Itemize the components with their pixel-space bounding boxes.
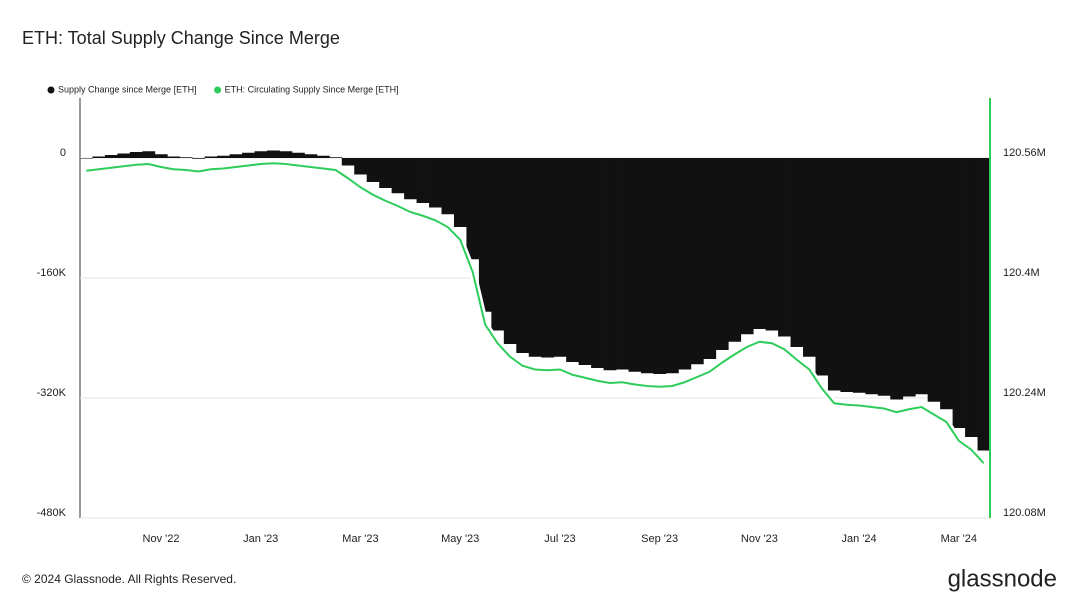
bar <box>703 158 717 359</box>
bar <box>254 151 268 158</box>
bar <box>316 155 330 158</box>
bar <box>578 158 592 365</box>
bar <box>491 158 505 331</box>
bar <box>92 156 106 158</box>
bar <box>678 158 692 370</box>
bar <box>790 158 804 347</box>
bar <box>877 158 891 396</box>
bar <box>815 158 829 376</box>
legend-dot <box>214 86 222 94</box>
bar <box>753 158 767 329</box>
x-tick-label: May '23 <box>441 533 479 545</box>
y2-tick-label: 120.56M <box>1003 147 1046 159</box>
bar <box>453 158 467 227</box>
bar <box>628 158 642 372</box>
y-tick-label: -160K <box>37 267 67 279</box>
x-tick-label: Sep '23 <box>641 533 678 545</box>
bar <box>329 157 343 158</box>
bar <box>728 158 742 342</box>
bar <box>391 158 405 194</box>
bar <box>852 158 866 393</box>
legend-dot <box>47 86 55 94</box>
bar <box>354 158 368 175</box>
bar <box>142 151 156 158</box>
bar <box>291 152 305 158</box>
x-tick-label: Nov '23 <box>741 533 778 545</box>
bar <box>566 158 580 362</box>
bar <box>890 158 904 400</box>
bar <box>266 150 280 158</box>
x-tick-label: Jan '24 <box>842 533 877 545</box>
y2-tick-label: 120.08M <box>1003 507 1046 519</box>
bar <box>129 152 143 158</box>
bar <box>803 158 816 357</box>
bar <box>616 158 629 370</box>
bar <box>192 158 206 159</box>
bar <box>740 158 754 335</box>
bar <box>242 152 255 158</box>
bar <box>167 156 181 158</box>
bar <box>603 158 617 371</box>
footer: © 2024 Glassnode. All Rights Reserved. <box>22 572 236 586</box>
x-tick-label: Mar '23 <box>342 533 378 545</box>
bar <box>952 158 966 428</box>
brand: glassnode <box>948 565 1057 592</box>
bar <box>503 158 517 344</box>
y2-tick-label: 120.24M <box>1003 387 1046 399</box>
x-tick-label: Jul '23 <box>544 533 575 545</box>
line <box>86 162 985 464</box>
bar <box>279 151 293 158</box>
bar <box>229 154 243 158</box>
bar <box>304 154 318 158</box>
bar <box>117 153 131 158</box>
bar <box>404 158 417 200</box>
bar <box>204 156 218 158</box>
bar <box>104 155 118 158</box>
bar <box>591 158 604 368</box>
bar <box>466 158 480 260</box>
bar <box>528 158 542 357</box>
bar <box>80 158 93 159</box>
bar <box>915 158 929 395</box>
bar <box>715 158 729 350</box>
y-tick-label: -320K <box>37 387 67 399</box>
bar <box>429 158 442 208</box>
bar <box>416 158 430 203</box>
bar <box>478 158 492 312</box>
bar <box>665 158 679 374</box>
bar <box>690 158 704 365</box>
bar <box>553 158 567 357</box>
bar <box>778 158 791 337</box>
bar <box>217 155 230 158</box>
bar <box>154 154 168 158</box>
x-tick-label: Nov '22 <box>143 533 180 545</box>
bar <box>977 158 991 451</box>
bar <box>765 158 779 331</box>
bar <box>640 158 654 374</box>
bar <box>840 158 854 392</box>
bar <box>902 158 916 397</box>
bar <box>965 158 978 437</box>
y-tick-label: -480K <box>37 507 67 519</box>
bar <box>516 158 530 353</box>
chart-title: ETH: Total Supply Change Since Merge <box>22 28 340 48</box>
bar <box>541 158 555 358</box>
y-tick-label: 0 <box>60 147 66 159</box>
bar <box>927 158 941 402</box>
legend-label: ETH: Circulating Supply Since Merge [ETH… <box>225 84 399 94</box>
bar <box>865 158 879 395</box>
legend-label: Supply Change since Merge [ETH] <box>58 84 197 94</box>
x-tick-label: Mar '24 <box>941 533 977 545</box>
y2-tick-label: 120.4M <box>1003 267 1040 279</box>
bar <box>366 158 380 182</box>
x-tick-label: Jan '23 <box>243 533 278 545</box>
bar <box>940 158 954 410</box>
bar <box>341 158 355 166</box>
bar <box>379 158 393 188</box>
bar <box>441 158 455 215</box>
bar <box>827 158 841 391</box>
bar <box>653 158 667 374</box>
bar <box>179 157 193 158</box>
